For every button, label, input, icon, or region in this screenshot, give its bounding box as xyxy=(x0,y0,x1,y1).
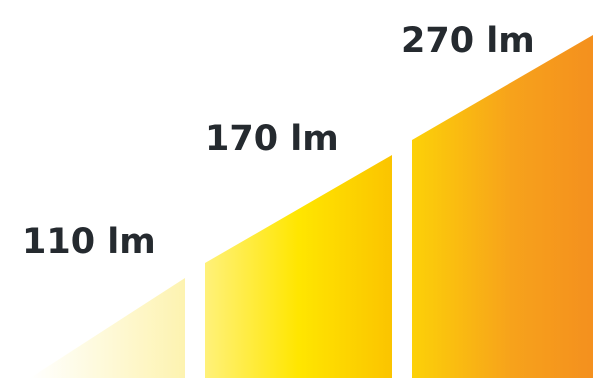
brightness-step-high xyxy=(412,35,593,378)
label-270-lm: 270 lm xyxy=(401,21,535,61)
brightness-step-medium xyxy=(205,155,392,378)
label-110-lm: 110 lm xyxy=(22,222,156,262)
brightness-step-low xyxy=(30,278,185,378)
label-170-lm: 170 lm xyxy=(205,119,339,159)
